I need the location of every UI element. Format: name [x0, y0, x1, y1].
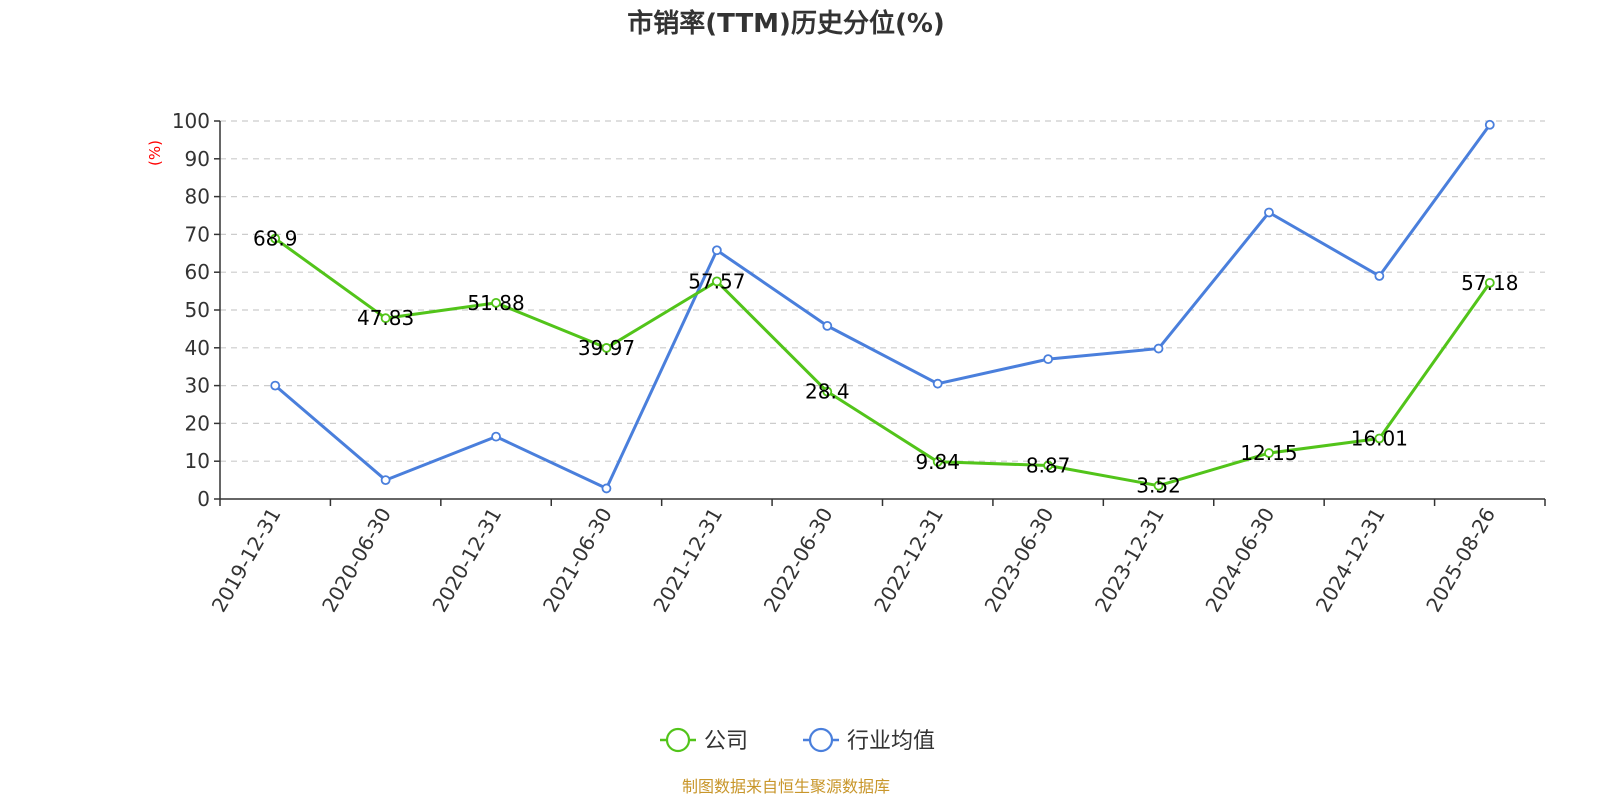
data-point[interactable] [1264, 448, 1274, 458]
legend-item-industry-average[interactable]: 行业均值 [803, 727, 935, 754]
y-tick-label: 100 [172, 109, 210, 133]
x-tick-label: 2020-06-30 [317, 504, 396, 617]
data-point[interactable] [601, 343, 612, 353]
x-tick-label: 2023-06-30 [980, 504, 1059, 617]
data-point[interactable] [491, 297, 501, 308]
data-point[interactable] [491, 431, 501, 442]
series-company [270, 233, 1495, 491]
data-point[interactable] [822, 386, 833, 397]
y-tick-label: 60 [185, 260, 210, 284]
data-label: 3.52 [1136, 474, 1181, 498]
axes: 0 10 20 30 40 50 60 70 80 90 100 2019-12-31 2020-06-… [172, 109, 1546, 617]
data-label: 28.4 [805, 380, 850, 404]
data-point[interactable] [1374, 271, 1385, 281]
y-tick-label: 80 [185, 185, 210, 209]
y-tick-label: 20 [185, 411, 210, 435]
data-point[interactable] [822, 320, 833, 331]
y-tick-label: 0 [197, 487, 210, 511]
data-point[interactable] [1043, 354, 1054, 365]
x-tick-label: 2025-08-26 [1421, 504, 1500, 617]
series-layer: 68.9 47.83 51.88 39.97 57.57 28.4 9.84 8.87 3.52… [253, 119, 1518, 498]
x-tick-label: 2024-12-31 [1311, 504, 1390, 617]
data-point[interactable] [1484, 119, 1495, 130]
data-label: 47.83 [357, 306, 414, 330]
data-point[interactable] [1264, 207, 1274, 218]
x-tick-label: 2022-06-30 [759, 504, 838, 617]
y-tick-label: 70 [185, 222, 210, 246]
data-point[interactable] [270, 233, 281, 244]
data-point[interactable] [380, 475, 391, 486]
data-point[interactable] [932, 378, 943, 389]
data-label: 16.01 [1351, 426, 1408, 450]
data-labels: 68.9 47.83 51.88 39.97 57.57 28.4 9.84 8.87 3.52… [253, 227, 1518, 498]
x-tick-label: 2019-12-31 [207, 504, 286, 617]
series-industry-average [270, 119, 1495, 494]
x-tick-label: 2022-12-31 [869, 504, 948, 617]
chart-title: 市销率(TTM)历史分位(%) [627, 8, 945, 39]
legend-circle-icon [808, 727, 834, 753]
data-point[interactable] [380, 313, 391, 324]
x-tick-label: 2021-12-31 [648, 504, 727, 617]
data-label: 57.18 [1461, 271, 1518, 295]
data-label: 9.84 [915, 450, 960, 474]
y-tick-label: 50 [185, 298, 210, 322]
x-tick-label: 2020-12-31 [427, 504, 506, 617]
data-point[interactable] [1153, 343, 1164, 354]
gridlines [220, 120, 1545, 462]
x-tick-label: 2021-06-30 [538, 504, 617, 617]
data-point[interactable] [711, 276, 722, 287]
data-point[interactable] [1374, 433, 1385, 444]
y-tick-label: 10 [185, 449, 210, 473]
data-label: 39.97 [578, 336, 635, 360]
series-line [274, 123, 1492, 490]
data-point[interactable] [601, 483, 612, 494]
data-point[interactable] [1043, 460, 1054, 471]
data-label: 12.15 [1240, 441, 1297, 465]
data-label: 68.9 [253, 227, 298, 251]
data-label: 57.57 [688, 269, 745, 293]
legend-label: 行业均值 [847, 729, 935, 754]
data-label: 51.88 [467, 291, 524, 315]
x-tick-label: 2023-12-31 [1090, 504, 1169, 617]
x-tick-label: 2024-06-30 [1200, 504, 1279, 617]
data-point[interactable] [1484, 277, 1495, 288]
data-point[interactable] [1153, 480, 1164, 491]
data-label: 8.87 [1026, 453, 1071, 477]
legend-item-company[interactable]: 公司 [660, 727, 748, 754]
data-point[interactable] [270, 380, 281, 391]
source-note: 制图数据来自恒生聚源数据库 [682, 777, 890, 796]
legend-label: 公司 [704, 729, 748, 754]
y-tick-label: 40 [185, 336, 210, 360]
data-point[interactable] [711, 245, 722, 256]
legend-circle-icon [665, 727, 691, 753]
legend[interactable]: 公司 行业均值 [660, 727, 935, 754]
data-point[interactable] [932, 456, 943, 467]
y-axis-unit: (%) [146, 140, 164, 166]
series-line [274, 237, 1492, 488]
y-tick-label: 90 [185, 147, 210, 171]
y-tick-label: 30 [185, 374, 210, 398]
